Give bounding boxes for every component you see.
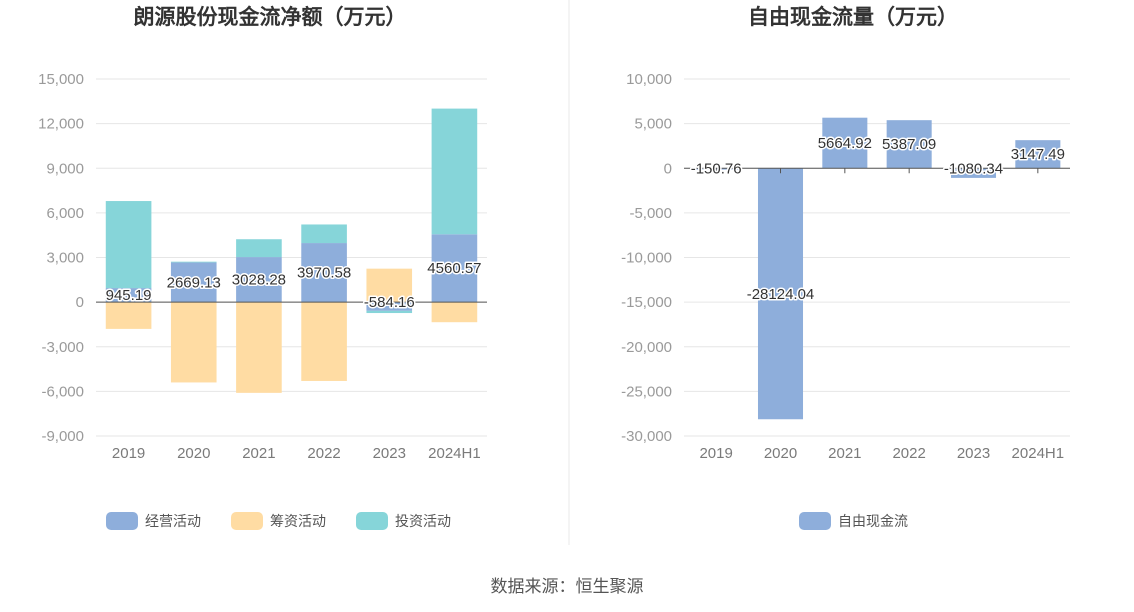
data-labels: -150.76 -28124.04 5664.92 5387.09 -1080.34 31… [689, 133, 1066, 304]
legend[interactable]: 经营活动 筹资活动 投资活动 [106, 512, 451, 530]
bar[interactable] [105, 288, 152, 303]
x-tick-label: 2024H1 [428, 445, 481, 462]
x-tick-label: 2024H1 [1012, 445, 1065, 462]
y-tick-label: 15,000 [38, 71, 84, 88]
legend[interactable]: 自由现金流 [799, 512, 908, 530]
bar[interactable] [170, 261, 217, 263]
bar[interactable] [1015, 140, 1061, 169]
bar[interactable] [236, 302, 282, 393]
bar[interactable] [301, 302, 347, 381]
grid [684, 78, 1070, 437]
legend-swatch [106, 512, 138, 530]
x-tick-label: 2023 [373, 445, 406, 462]
data-label: 945.19 [106, 287, 152, 304]
y-tick-label: 3,000 [46, 250, 84, 267]
data-label: 3970.58 [297, 265, 351, 282]
legend-label: 投资活动 [395, 513, 451, 529]
x-tick-label: 2019 [112, 445, 145, 462]
x-tick-label: 2023 [957, 445, 990, 462]
data-label: -28124.04 [747, 286, 815, 303]
x-tick-label: 2020 [764, 445, 797, 462]
y-tick-label: -3,000 [41, 339, 84, 356]
y-tick-label: 0 [76, 294, 84, 311]
bar[interactable] [170, 262, 217, 303]
bar[interactable] [431, 108, 478, 235]
y-tick-label: -5,000 [629, 205, 672, 222]
grid [96, 78, 487, 437]
y-tick-label: 10,000 [626, 71, 672, 88]
y-tick-label: -9,000 [41, 428, 84, 445]
bar[interactable] [236, 239, 282, 258]
legend-swatch [799, 512, 831, 530]
data-label: -150.76 [691, 160, 742, 177]
bar[interactable] [886, 120, 932, 169]
legend-label: 自由现金流 [838, 513, 908, 529]
cash-flow-net-chart: 朗源股份现金流净额（万元） 15,000 12,000 9,000 6,000 3,00… [38, 5, 487, 530]
bar[interactable] [366, 268, 413, 303]
data-label: 3028.28 [232, 272, 286, 289]
legend-item[interactable]: 经营活动 [106, 512, 201, 530]
y-tick-label: 5,000 [634, 116, 672, 133]
bar[interactable] [236, 257, 282, 303]
chart-title: 自由现金流量（万元） [748, 5, 958, 29]
y-tick-label: -15,000 [621, 294, 672, 311]
y-tick-label: 6,000 [46, 205, 84, 222]
y-tick-label: -30,000 [621, 428, 672, 445]
x-axis: 2019 2020 2021 2022 2023 2024H1 [699, 445, 1064, 462]
bar[interactable] [301, 243, 347, 303]
legend-swatch [356, 512, 388, 530]
bars [693, 117, 1061, 420]
data-label: 5664.92 [818, 135, 872, 152]
x-tick-label: 2019 [699, 445, 732, 462]
y-axis: 15,000 12,000 9,000 6,000 3,000 0 -3,000 -6,000… [38, 71, 84, 445]
data-label: 3147.49 [1011, 146, 1065, 163]
chart-title: 朗源股份现金流净额（万元） [134, 5, 407, 29]
data-label: -584.16 [364, 294, 415, 311]
data-label: -1080.34 [944, 160, 1003, 177]
legend-swatch [231, 512, 263, 530]
bar[interactable] [105, 201, 152, 289]
bar[interactable] [170, 302, 217, 383]
bar[interactable] [822, 117, 868, 169]
bar[interactable] [431, 302, 478, 323]
data-label: 4560.57 [427, 260, 481, 277]
bar[interactable] [301, 224, 347, 244]
x-tick-label: 2022 [307, 445, 340, 462]
bar[interactable] [757, 168, 804, 420]
y-tick-label: 0 [664, 160, 672, 177]
bar[interactable] [366, 310, 413, 314]
data-label: 5387.09 [882, 136, 936, 153]
x-tick-label: 2020 [177, 445, 210, 462]
data-label: 2669.13 [167, 274, 221, 291]
legend-item[interactable]: 筹资活动 [231, 512, 326, 530]
zero-line [684, 167, 1070, 174]
y-tick-label: -25,000 [621, 383, 672, 400]
legend-label: 经营活动 [145, 513, 201, 529]
x-axis: 2019 2020 2021 2022 2023 2024H1 [112, 445, 481, 462]
bar[interactable] [105, 302, 152, 329]
y-tick-label: -20,000 [621, 339, 672, 356]
bar[interactable] [431, 234, 478, 303]
y-tick-label: 9,000 [46, 160, 84, 177]
y-tick-label: 12,000 [38, 116, 84, 133]
x-tick-label: 2022 [892, 445, 925, 462]
bar[interactable] [366, 302, 413, 311]
x-tick-label: 2021 [828, 445, 861, 462]
data-source: 数据来源：恒生聚源 [491, 577, 644, 596]
data-labels: 945.19 2669.13 3028.28 3970.58 -584.16 4560.5… [104, 259, 483, 313]
legend-item[interactable]: 自由现金流 [799, 512, 908, 530]
y-tick-label: -6,000 [41, 383, 84, 400]
free-cash-flow-chart: 自由现金流量（万元） 10,000 5,000 0 -5,000 -10,000 -15,… [621, 5, 1070, 530]
x-tick-label: 2021 [242, 445, 275, 462]
legend-item[interactable]: 投资活动 [356, 512, 451, 530]
y-tick-label: -10,000 [621, 250, 672, 267]
legend-label: 筹资活动 [270, 513, 326, 529]
bars [105, 108, 478, 393]
y-axis: 10,000 5,000 0 -5,000 -10,000 -15,000 -20,000 -… [621, 71, 672, 445]
